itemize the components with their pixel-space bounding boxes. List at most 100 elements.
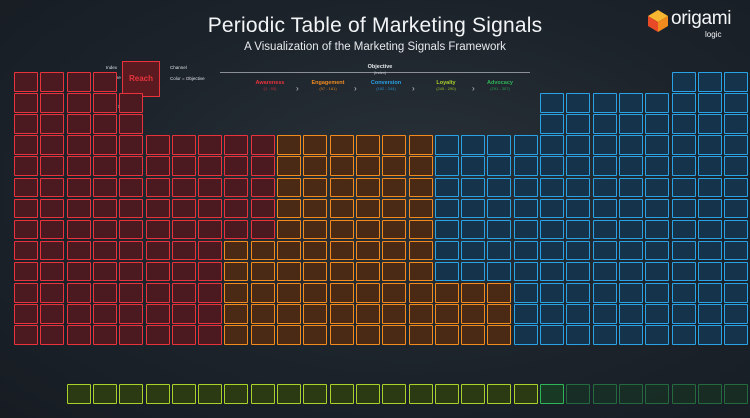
signal-tile xyxy=(671,384,696,404)
signal-tile xyxy=(92,93,117,113)
signal-tile xyxy=(277,219,301,240)
signal-tile xyxy=(724,240,749,261)
logo-sub: logic xyxy=(705,30,722,39)
stage-range: (245 - 290) xyxy=(436,86,456,91)
signal-tile xyxy=(645,219,670,240)
stage-name: Conversion xyxy=(370,80,402,86)
legend-example-label: Reach xyxy=(128,74,153,83)
signal-tile xyxy=(329,325,354,345)
signal-tile xyxy=(198,177,223,197)
signal-tile xyxy=(513,325,538,345)
signal-tile xyxy=(198,156,223,176)
signal-tile xyxy=(171,283,196,303)
signal-tile xyxy=(671,240,696,261)
signal-tile xyxy=(697,283,722,303)
chevron-right-icon: › xyxy=(412,84,415,93)
signal-tile xyxy=(303,240,328,261)
signal-tile xyxy=(14,198,38,219)
signal-tile xyxy=(724,283,749,303)
signal-tile xyxy=(592,177,617,197)
signal-tile xyxy=(513,219,538,240)
signal-tile xyxy=(540,261,564,282)
signal-tile xyxy=(119,219,144,240)
signal-tile xyxy=(592,261,617,282)
signal-tile xyxy=(382,304,407,324)
signal-tile xyxy=(277,135,301,155)
signal-tile xyxy=(645,325,670,345)
signal-tile xyxy=(697,177,722,197)
signal-tile xyxy=(66,93,91,113)
signal-tile xyxy=(14,325,38,345)
signal-tile xyxy=(303,325,328,345)
stage-name: Advocacy xyxy=(487,80,513,86)
signal-tile xyxy=(14,283,38,303)
legend-channel: Channel xyxy=(170,65,187,70)
signal-tile xyxy=(329,156,354,176)
signal-tile xyxy=(40,283,65,303)
signal-tile xyxy=(355,156,380,176)
stage-range: (162 - 244) xyxy=(376,86,396,91)
signal-tile xyxy=(671,198,696,219)
legend-color: Color = Objective xyxy=(170,76,205,81)
signal-tile xyxy=(40,135,65,155)
signal-tile xyxy=(224,304,249,324)
signal-tile xyxy=(566,304,591,324)
signal-tile xyxy=(487,304,512,324)
signal-tile xyxy=(487,261,512,282)
signal-tile xyxy=(724,93,749,113)
signal-tile xyxy=(14,135,38,155)
signal-tile xyxy=(355,283,380,303)
origami-logo: origami logic xyxy=(648,8,744,44)
signal-tile xyxy=(224,177,249,197)
signal-tile xyxy=(145,384,170,404)
signal-tile xyxy=(198,283,223,303)
signal-tile xyxy=(408,283,433,303)
signal-tile xyxy=(487,283,512,303)
signal-tile xyxy=(250,304,275,324)
signal-tile xyxy=(592,114,617,134)
signal-tile xyxy=(592,325,617,345)
signal-tile xyxy=(513,135,538,155)
signal-tile xyxy=(66,219,91,240)
signal-tile xyxy=(513,283,538,303)
signal-tile xyxy=(566,93,591,113)
signal-tile xyxy=(487,177,512,197)
signal-tile xyxy=(724,177,749,197)
signal-tile xyxy=(66,72,91,92)
signal-tile xyxy=(40,156,65,176)
signal-tile xyxy=(434,198,459,219)
signal-tile xyxy=(40,240,65,261)
signal-tile xyxy=(224,240,249,261)
signal-tile xyxy=(224,325,249,345)
signal-tile xyxy=(540,198,564,219)
signal-tile xyxy=(303,219,328,240)
signal-tile xyxy=(277,325,301,345)
signal-tile xyxy=(697,135,722,155)
signal-tile xyxy=(645,198,670,219)
signal-tile xyxy=(592,93,617,113)
signal-tile xyxy=(487,198,512,219)
signal-tile xyxy=(198,325,223,345)
signal-tile xyxy=(671,156,696,176)
signal-tile xyxy=(697,261,722,282)
signal-tile xyxy=(171,240,196,261)
signal-tile xyxy=(540,384,564,404)
signal-tile xyxy=(329,384,354,404)
chevron-right-icon: › xyxy=(472,84,475,93)
signal-tile xyxy=(434,219,459,240)
signal-tile xyxy=(277,177,301,197)
signal-tile xyxy=(382,240,407,261)
signal-tile xyxy=(592,283,617,303)
signal-tile xyxy=(171,219,196,240)
signal-tile xyxy=(618,325,643,345)
signal-tile xyxy=(461,304,486,324)
signal-tile xyxy=(250,135,275,155)
signal-tile xyxy=(382,384,407,404)
signal-tile xyxy=(724,304,749,324)
signal-tile xyxy=(303,135,328,155)
signal-tile xyxy=(592,198,617,219)
signal-tile xyxy=(303,156,328,176)
signal-tile xyxy=(671,93,696,113)
signal-tile xyxy=(40,261,65,282)
signal-tile xyxy=(724,198,749,219)
